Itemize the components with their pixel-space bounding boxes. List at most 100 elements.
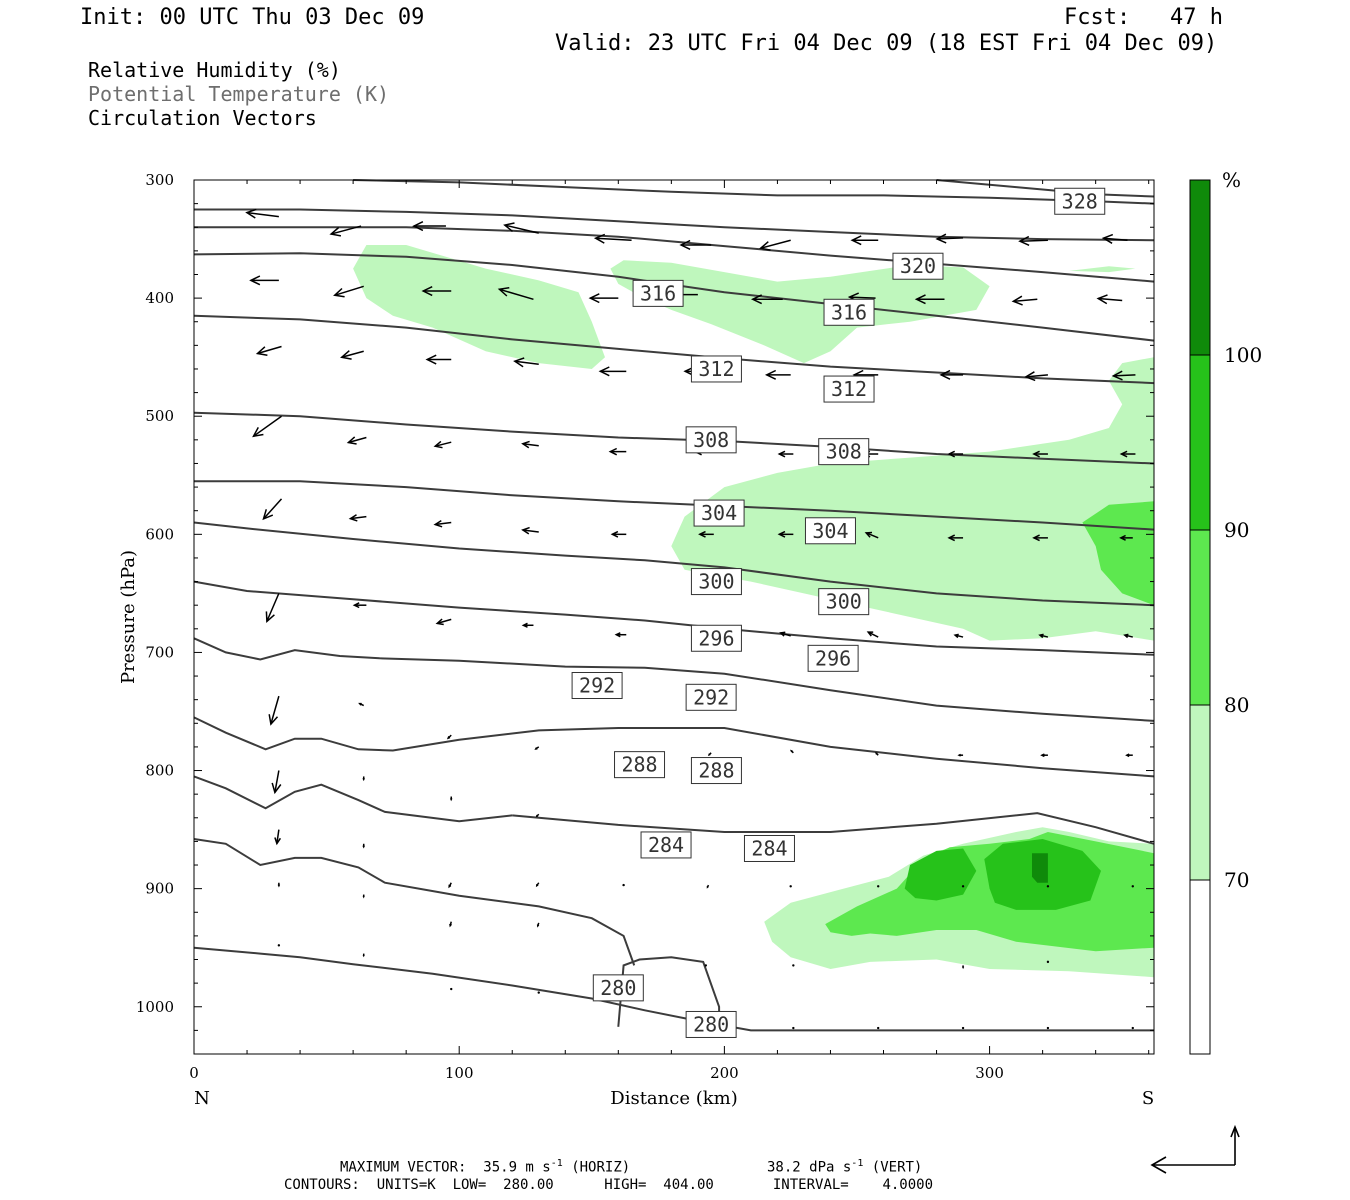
svg-text:312: 312 bbox=[698, 357, 734, 381]
theta-contour-312 bbox=[193, 314, 1155, 385]
colorbar-swatch bbox=[1189, 354, 1211, 531]
circulation-vector bbox=[608, 447, 627, 456]
y-axis-title: Pressure (hPa) bbox=[118, 550, 139, 684]
svg-text:296: 296 bbox=[815, 646, 851, 670]
circulation-vector bbox=[521, 526, 539, 535]
color-bar: 70 80 90 100 bbox=[1189, 179, 1262, 1055]
circulation-vector bbox=[513, 357, 539, 368]
circulation-vector bbox=[866, 631, 879, 638]
contour-label: 296 bbox=[690, 624, 742, 652]
circulation-vector bbox=[255, 345, 282, 356]
contour-label: 288 bbox=[690, 757, 742, 785]
vector-layer bbox=[245, 208, 1136, 1030]
x-axis-title: Distance (km) bbox=[610, 1088, 737, 1109]
contour-label: 300 bbox=[690, 568, 742, 596]
circulation-vector bbox=[450, 796, 453, 802]
contour-label: 304 bbox=[804, 517, 856, 545]
circulation-vector bbox=[792, 964, 795, 967]
circulation-vector bbox=[362, 843, 365, 849]
reference-vector-icon bbox=[1150, 1124, 1240, 1174]
circulation-vector bbox=[535, 813, 540, 818]
x-tick-label: 200 bbox=[710, 1064, 739, 1082]
circulation-vector bbox=[425, 354, 452, 365]
contour-info: CONTOURS: UNITS=K LOW= 280.00 HIGH= 404.… bbox=[284, 1177, 934, 1193]
circulation-vector bbox=[1096, 294, 1123, 305]
circulation-vector bbox=[1046, 885, 1050, 888]
svg-text:296: 296 bbox=[698, 626, 734, 650]
svg-text:304: 304 bbox=[812, 519, 848, 543]
circulation-vector bbox=[249, 275, 279, 286]
circulation-vector bbox=[1125, 753, 1133, 758]
svg-text:320: 320 bbox=[900, 254, 936, 278]
humidity-region-70 bbox=[610, 260, 990, 364]
humidity-fill-layer bbox=[353, 245, 1154, 978]
circulation-vector bbox=[252, 415, 282, 438]
circulation-vector bbox=[961, 1026, 965, 1030]
circulation-vector bbox=[537, 991, 540, 994]
svg-text:300: 300 bbox=[826, 590, 862, 614]
humidity-region-90 bbox=[904, 848, 977, 901]
contour-label: 328 bbox=[1054, 187, 1106, 215]
circulation-vector bbox=[245, 208, 279, 219]
circulation-vector bbox=[277, 882, 281, 888]
theta-contour-320 bbox=[194, 226, 1155, 283]
circulation-vector bbox=[1046, 1026, 1050, 1030]
circulation-vector bbox=[1101, 233, 1128, 244]
theta-contour-296 bbox=[193, 580, 1155, 656]
svg-text:308: 308 bbox=[693, 428, 729, 452]
theta-contour-300 bbox=[193, 521, 1155, 607]
circulation-vector bbox=[750, 294, 783, 305]
legend-relative-humidity: Relative Humidity (%) bbox=[88, 58, 341, 82]
circulation-vector bbox=[593, 233, 632, 244]
circulation-vector bbox=[535, 882, 540, 888]
circulation-vector bbox=[875, 752, 879, 756]
theta-contour-288 bbox=[193, 716, 1155, 778]
circulation-vector bbox=[789, 885, 792, 888]
colorbar-swatch bbox=[1189, 879, 1211, 1055]
svg-text:304: 304 bbox=[701, 501, 737, 525]
y-tick-label: 900 bbox=[145, 880, 174, 898]
circulation-vector bbox=[961, 885, 965, 888]
circulation-vector bbox=[777, 450, 794, 458]
circulation-vector bbox=[914, 294, 945, 305]
forecast-hour: Fcst: 47 h bbox=[1064, 5, 1223, 30]
colorbar-level-label: 80 bbox=[1224, 693, 1249, 717]
contour-label: 308 bbox=[685, 426, 737, 454]
circulation-vector bbox=[1131, 885, 1134, 888]
init-time: Init: 00 UTC Thu 03 Dec 09 bbox=[80, 5, 425, 30]
y-tick-label: 700 bbox=[145, 643, 174, 661]
circulation-vector bbox=[759, 239, 791, 251]
theta-contour-304 bbox=[194, 480, 1155, 531]
circulation-vector bbox=[362, 776, 365, 782]
circulation-vector bbox=[1018, 235, 1048, 246]
svg-text:280: 280 bbox=[600, 976, 636, 1000]
y-tick-label: 1000 bbox=[136, 998, 174, 1016]
circulation-vector bbox=[433, 440, 452, 449]
colorbar-swatch bbox=[1189, 529, 1211, 706]
svg-text:308: 308 bbox=[826, 440, 862, 464]
svg-text:284: 284 bbox=[648, 833, 684, 857]
circulation-vector bbox=[704, 964, 708, 967]
circulation-vector bbox=[698, 530, 714, 538]
circulation-vector bbox=[277, 944, 281, 947]
circulation-vector bbox=[340, 350, 364, 360]
circulation-vector bbox=[358, 702, 365, 707]
circulation-vector bbox=[449, 921, 452, 928]
colorbar-unit: % bbox=[1222, 168, 1241, 192]
svg-text:300: 300 bbox=[698, 570, 734, 594]
circulation-vector bbox=[497, 286, 534, 301]
circulation-vector bbox=[534, 746, 540, 750]
humidity-region-70 bbox=[1069, 266, 1136, 273]
svg-text:288: 288 bbox=[698, 759, 734, 783]
circulation-vector bbox=[346, 436, 367, 445]
svg-text:328: 328 bbox=[1062, 189, 1098, 213]
circulation-vector bbox=[850, 235, 879, 246]
contour-label: 280 bbox=[592, 974, 644, 1002]
theta-contour-284 bbox=[512, 812, 1155, 845]
circulation-vector bbox=[947, 534, 964, 542]
circulation-vector bbox=[953, 633, 964, 639]
circulation-vector bbox=[876, 1026, 880, 1030]
circulation-vector bbox=[446, 734, 452, 740]
circulation-vector bbox=[333, 285, 364, 298]
